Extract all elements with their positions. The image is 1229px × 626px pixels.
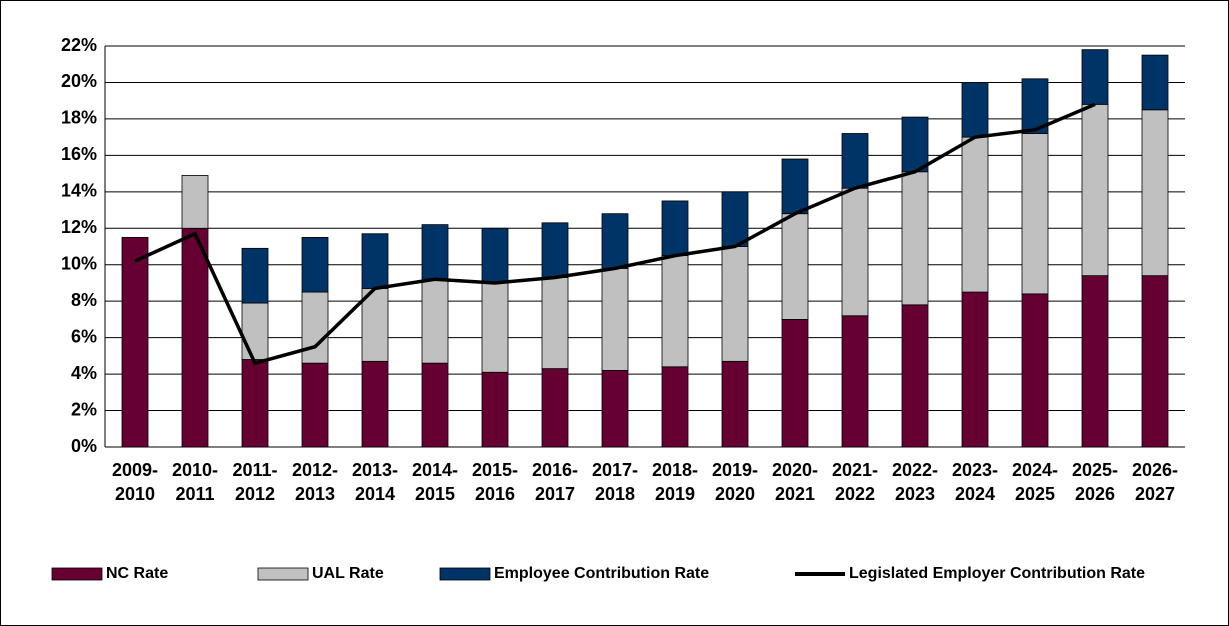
bar-segment xyxy=(481,371,509,448)
legend-label: Employee Contribution Rate xyxy=(494,565,709,582)
x-tick-label: 2011-2012 xyxy=(232,460,277,504)
legend-swatch xyxy=(257,567,309,581)
bar-segment xyxy=(601,213,629,269)
bar-segment xyxy=(481,227,509,284)
bar-segment xyxy=(1021,293,1049,448)
y-tick-label: 8% xyxy=(71,290,97,310)
bar-segment xyxy=(1141,54,1169,111)
bar-segment xyxy=(541,368,569,448)
bar-segment xyxy=(781,158,809,215)
bar-segment xyxy=(541,277,569,370)
y-tick-label: 18% xyxy=(61,108,97,128)
bar-segment xyxy=(961,136,989,293)
bar-segment xyxy=(661,255,689,368)
bar-segment xyxy=(961,291,989,448)
bar-segment xyxy=(181,227,209,448)
x-tick-label: 2018-2019 xyxy=(652,460,698,504)
x-tick-label: 2017-2018 xyxy=(592,460,638,504)
bar-segment xyxy=(721,246,749,362)
bar-segment xyxy=(301,236,329,293)
bar-segment xyxy=(241,247,269,304)
x-tick-label: 2021-2022 xyxy=(832,460,878,504)
bar-segment xyxy=(901,116,929,173)
bar-segment xyxy=(901,304,929,448)
bar-segment xyxy=(841,133,869,189)
bar-segment xyxy=(841,187,869,317)
bar-segment xyxy=(1081,275,1109,448)
bar-segment xyxy=(1021,133,1049,295)
x-tick-label: 2020-2021 xyxy=(772,460,818,504)
bar-segment xyxy=(961,82,989,138)
x-tick-label: 2010-2011 xyxy=(172,460,218,504)
y-tick-label: 20% xyxy=(61,71,97,91)
y-tick-label: 14% xyxy=(61,181,97,201)
x-tick-label: 2019-2020 xyxy=(712,460,758,504)
x-tick-label: 2026-2027 xyxy=(1132,460,1178,504)
y-tick-label: 2% xyxy=(71,399,97,419)
legend-label: UAL Rate xyxy=(312,565,384,582)
y-tick-label: 12% xyxy=(61,217,97,237)
x-tick-label: 2023-2024 xyxy=(952,460,998,504)
y-tick-label: 22% xyxy=(61,35,97,55)
bar-segment xyxy=(841,315,869,448)
legend-swatch xyxy=(439,567,491,581)
y-tick-label: 0% xyxy=(71,436,97,456)
bar-segment xyxy=(241,302,269,360)
y-tick-label: 4% xyxy=(71,363,97,383)
x-tick-label: 2009-2010 xyxy=(112,460,158,504)
bar-segment xyxy=(721,191,749,247)
bar-segment xyxy=(421,224,449,280)
y-tick-label: 6% xyxy=(71,326,97,346)
bar-segment xyxy=(781,213,809,320)
x-tick-label: 2013-2014 xyxy=(352,460,398,504)
x-tick-label: 2012-2013 xyxy=(292,460,338,504)
x-tick-label: 2015-2016 xyxy=(472,460,518,504)
bar-segment xyxy=(1081,49,1109,105)
bar-segment xyxy=(661,366,689,448)
bar-segment xyxy=(361,288,389,362)
legend-swatch xyxy=(51,567,103,581)
x-tick-label: 2016-2017 xyxy=(532,460,578,504)
bar-segment xyxy=(781,319,809,448)
bar-segment xyxy=(1081,103,1109,277)
bar-segment xyxy=(301,291,329,364)
bar-segment xyxy=(481,282,509,373)
x-tick-label: 2014-2015 xyxy=(412,460,458,504)
bar-segment xyxy=(361,360,389,448)
x-tick-label: 2024-2025 xyxy=(1012,460,1058,504)
bar-segment xyxy=(361,233,389,289)
line xyxy=(134,102,1096,366)
bar-segment xyxy=(901,171,929,306)
bar-segment xyxy=(301,362,329,448)
legend-label: NC Rate xyxy=(106,565,168,582)
bar-segment xyxy=(721,360,749,448)
y-tick-label: 16% xyxy=(61,144,97,164)
bar-segment xyxy=(421,362,449,448)
bar-segment xyxy=(1141,109,1169,277)
bar-segment xyxy=(541,222,569,278)
bar-segment xyxy=(241,359,269,448)
x-tick-label: 2025-2026 xyxy=(1072,460,1118,504)
bar-segment xyxy=(661,200,689,257)
bar-segment xyxy=(1141,275,1169,448)
bar-segment xyxy=(181,175,209,229)
bar-segment xyxy=(421,278,449,364)
bar-segment xyxy=(601,267,629,371)
bar-segment xyxy=(601,370,629,448)
x-tick-label: 2022-2023 xyxy=(892,460,938,504)
y-tick-label: 10% xyxy=(61,253,97,273)
bar-segment xyxy=(121,236,149,448)
legend-label: Legislated Employer Contribution Rate xyxy=(849,565,1145,582)
